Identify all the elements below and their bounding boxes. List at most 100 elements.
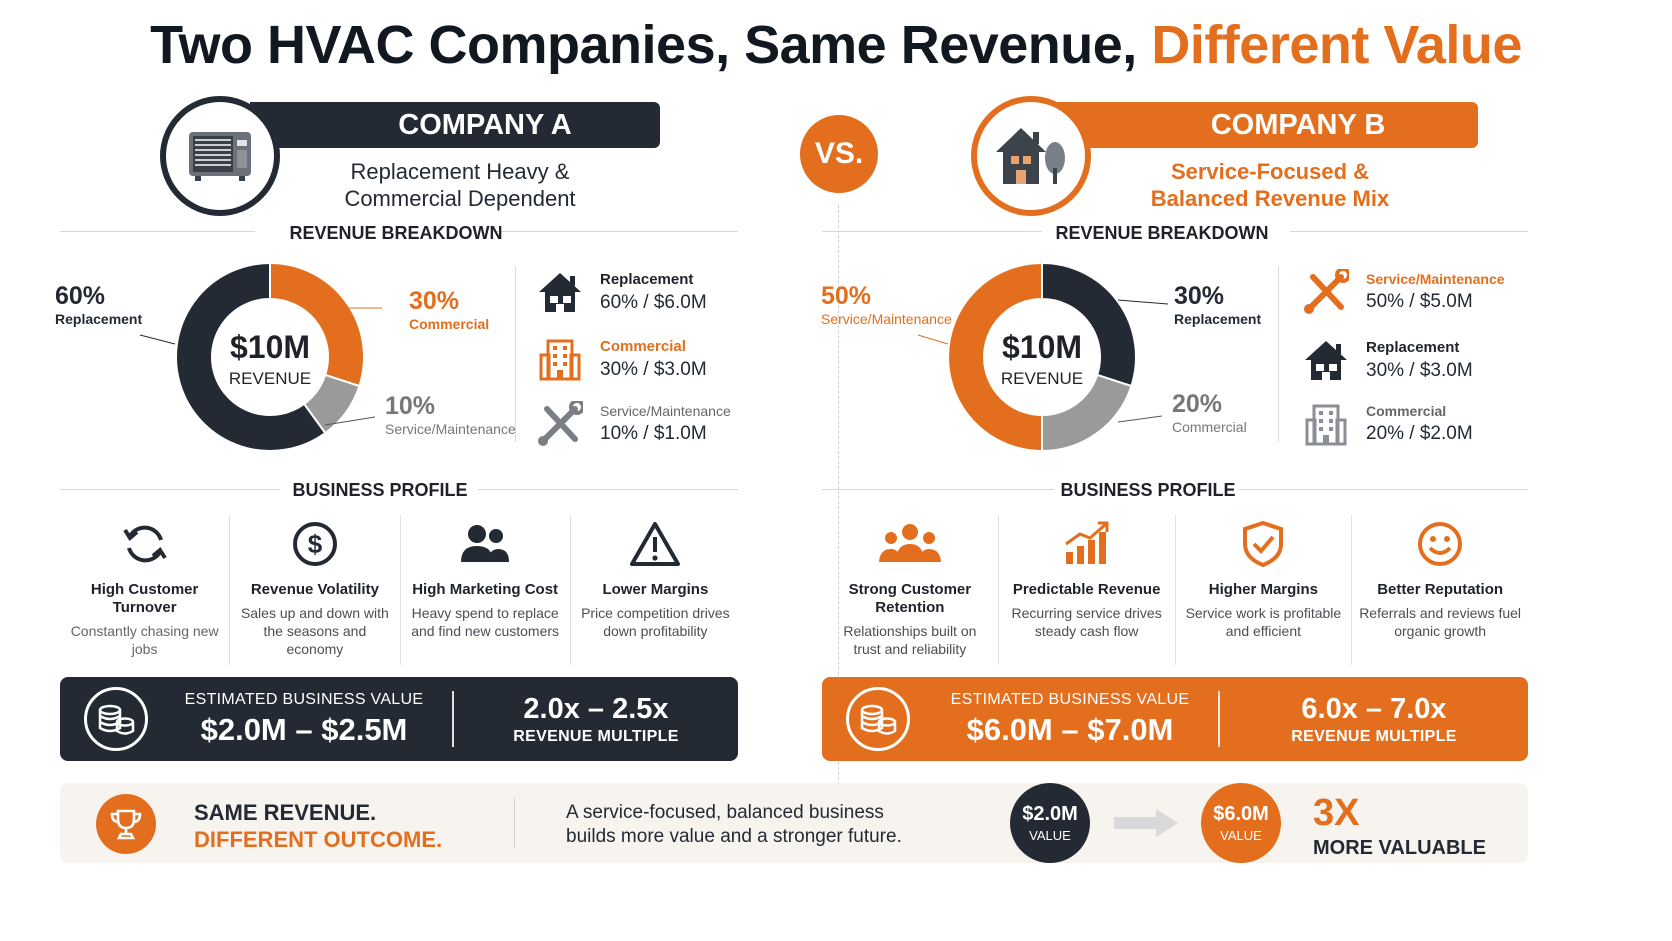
value-range: $6.0M – $7.0M	[966, 711, 1174, 747]
tools-icon	[1304, 269, 1349, 314]
company-b-panel: COMPANY B Service-Focused & Balanced Rev…	[821, 90, 1638, 810]
profile-head: Strong Customer Retention	[848, 581, 972, 616]
value-from: $2.0M	[1022, 803, 1078, 825]
refresh-icon	[122, 525, 167, 563]
leader-lines	[139, 307, 382, 426]
section-rule	[60, 231, 255, 232]
summary-heading: SAME REVENUE. DIFFERENT OUTCOME.	[194, 799, 442, 853]
profile-item: Higher Margins Service work is profitabl…	[1174, 515, 1352, 665]
callout-replacement: 60% Replacement	[55, 282, 142, 327]
building-icon	[1305, 404, 1347, 446]
profile-head: Higher Margins	[1208, 581, 1318, 598]
multiplier-value: 3X	[1313, 792, 1360, 834]
profile-head: Revenue Volatility	[250, 581, 379, 598]
profile-desc: Service work is profitable and efficient	[1185, 605, 1342, 639]
trophy-icon	[96, 794, 156, 854]
shield-check-icon	[1243, 520, 1284, 568]
donut-slice-service-maintenance	[947, 262, 1043, 452]
revenue-multiple-label: REVENUE MULTIPLE	[1291, 727, 1457, 745]
legend-item-replacement: Replacement 60% / $6.0M	[530, 264, 707, 320]
multiplier-label: MORE VALUABLE	[1313, 837, 1486, 859]
callout-label: Service/Maintenance	[821, 311, 952, 327]
warning-icon	[630, 522, 681, 566]
ac-unit-icon	[189, 132, 251, 181]
value-bar-divider	[452, 691, 454, 747]
profile-item: Lower Margins Price competition drives d…	[569, 515, 740, 665]
summary-banner: SAME REVENUE. DIFFERENT OUTCOME. A servi…	[60, 783, 1528, 863]
value-to-badge: $6.0M VALUE	[1201, 783, 1281, 863]
legend-divider	[515, 266, 516, 442]
company-a-panel: COMPANY A Replacement Heavy & Commercial…	[55, 90, 820, 810]
legend-item-commercial: Commercial 30% / $3.0M	[530, 331, 707, 387]
summary-text-line1: A service-focused, balanced business	[566, 802, 884, 823]
company-a-name-bar: COMPANY A	[250, 102, 660, 148]
section-rule	[60, 489, 280, 490]
callout-commercial: 20% Commercial	[1172, 390, 1247, 435]
profile-desc: Price competition drives down profitabil…	[581, 605, 730, 639]
profile-item: High Customer Turnover Constantly chasin…	[60, 515, 229, 665]
summary-heading-line2: DIFFERENT OUTCOME.	[194, 827, 443, 852]
callout-label: Commercial	[409, 316, 490, 332]
company-b-profile: Strong Customer Retention Relationships …	[822, 515, 1528, 665]
value-from-label: VALUE	[1029, 828, 1071, 843]
value-label: ESTIMATED BUSINESS VALUE	[950, 690, 1190, 708]
company-a-profile: High Customer Turnover Constantly chasin…	[60, 515, 740, 665]
legend-value: 50% / $5.0M	[1366, 291, 1473, 312]
business-profile-title: BUSINESS PROFILE	[292, 480, 468, 500]
value-from-badge: $2.0M VALUE	[1010, 783, 1090, 863]
value-to-label: VALUE	[1220, 828, 1262, 843]
section-rule	[822, 231, 1042, 232]
donut-center-label: REVENUE	[229, 369, 311, 388]
business-profile-title: BUSINESS PROFILE	[1060, 480, 1236, 500]
tools-icon	[538, 401, 583, 446]
coins-icon	[84, 687, 148, 751]
company-b-subtitle-line1: Service-Focused &	[1170, 159, 1370, 184]
value-range: $2.0M – $2.5M	[200, 711, 408, 747]
legend-value: 20% / $2.0M	[1366, 423, 1473, 444]
page-title: Two HVAC Companies, Same Revenue, Differ…	[0, 14, 1672, 76]
home-tree-icon	[996, 128, 1065, 184]
company-b-name-bar: COMPANY B	[1058, 102, 1478, 148]
legend-item-service: Service/Maintenance 50% / $5.0M	[1296, 264, 1505, 320]
company-b-subtitle: Service-Focused & Balanced Revenue Mix	[1100, 158, 1440, 212]
people-icon	[461, 525, 510, 562]
revenue-breakdown-title: REVENUE BREAKDOWN	[1055, 223, 1269, 243]
summary-text-line2: builds more value and a stronger future.	[566, 826, 902, 847]
section-rule	[492, 231, 738, 232]
profile-desc: Referrals and reviews fuel organic growt…	[1359, 605, 1522, 639]
legend-value: 30% / $3.0M	[600, 358, 707, 380]
smile-icon	[1418, 522, 1463, 566]
building-icon	[539, 339, 581, 381]
profile-head: High Customer Turnover	[90, 581, 199, 616]
dollar-icon: $	[292, 522, 337, 566]
company-b-name: COMPANY B	[1210, 108, 1386, 141]
profile-item: Strong Customer Retention Relationships …	[822, 515, 998, 665]
donut-center-value: $10M	[230, 329, 310, 365]
summary-text: A service-focused, balanced business bui…	[566, 801, 902, 849]
house-icon	[539, 273, 581, 312]
vs-label: VS.	[814, 137, 864, 170]
callout-pct: 20%	[1172, 390, 1223, 418]
company-a-name: COMPANY A	[398, 108, 572, 141]
legend-divider	[1278, 266, 1279, 442]
growth-chart-icon	[1064, 521, 1109, 564]
value-to: $6.0M	[1213, 803, 1269, 825]
callout-pct: 10%	[385, 392, 436, 420]
revenue-multiple: 2.0x – 2.5x	[523, 692, 669, 725]
profile-desc: Heavy spend to replace and find new cust…	[411, 605, 560, 639]
profile-head: Better Reputation	[1377, 581, 1504, 598]
donut-center-value: $10M	[1002, 329, 1082, 365]
value-label: ESTIMATED BUSINESS VALUE	[184, 690, 424, 708]
section-rule	[1290, 231, 1528, 232]
legend-name: Commercial	[1366, 403, 1447, 419]
revenue-multiple: 6.0x – 7.0x	[1301, 692, 1447, 725]
title-accent: Different Value	[1151, 15, 1522, 75]
company-a-subtitle: Replacement Heavy & Commercial Dependent	[290, 158, 630, 212]
legend-item-commercial: Commercial 20% / $2.0M	[1296, 396, 1473, 452]
callout-pct: 30%	[1174, 282, 1225, 310]
legend-item-service: Service/Maintenance 10% / $1.0M	[530, 396, 731, 452]
company-a-donut-chart: $10M REVENUE	[175, 262, 365, 452]
callout-replacement: 30% Replacement	[1174, 282, 1261, 327]
legend-name: Commercial	[600, 337, 686, 355]
callout-pct: 50%	[821, 282, 872, 310]
